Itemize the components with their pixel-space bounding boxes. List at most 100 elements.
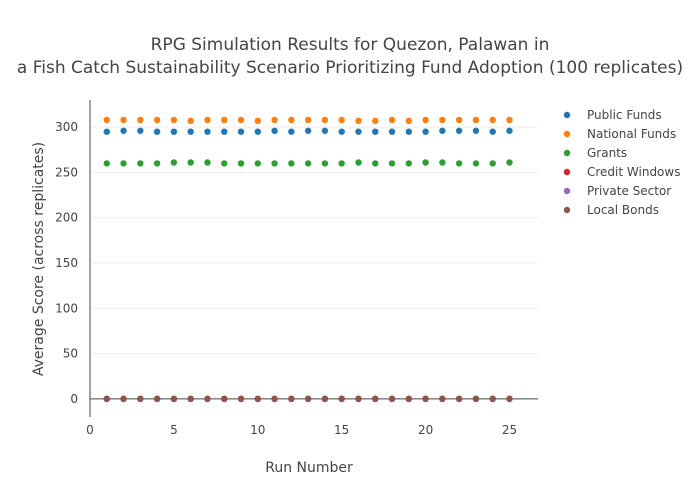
data-point-national-funds [137,116,144,124]
data-point-grants [355,159,362,166]
data-point-grants [120,160,127,167]
legend-marker-credit-windows [563,168,571,176]
data-point-public-funds [506,127,513,134]
axes-layer [89,100,538,417]
data-point-local-bonds [288,395,295,403]
data-point-local-bonds [221,395,228,403]
data-point-local-bonds [506,395,513,403]
data-point-grants [237,160,245,167]
legend-label-public-funds: Public Funds [587,108,662,122]
ticks-layer: 0 50 100 150 200 250 300 0 5 10 15 20 25 [55,120,517,437]
data-point-national-funds [170,116,178,124]
legend-label-private-sector: Private Sector [587,184,671,198]
data-point-national-funds [237,116,245,124]
data-point-national-funds [372,117,379,125]
data-point-local-bonds [153,395,161,403]
data-point-local-bonds [187,395,194,403]
legend-marker-grants [563,149,571,157]
data-point-grants [271,160,278,167]
data-point-national-funds [254,117,261,125]
data-point-public-funds [271,127,278,134]
data-point-public-funds [489,128,496,135]
x-axis-title: Run Number [265,460,353,476]
data-point-local-bonds [304,395,312,403]
data-point-public-funds [405,128,413,135]
data-point-grants [439,159,446,166]
data-point-public-funds [120,127,127,134]
data-point-local-bonds [204,395,211,403]
data-point-national-funds [153,116,161,124]
legend: Public Funds National Funds Grants Credit W… [563,108,680,217]
legend-marker-public-funds [563,111,571,119]
data-point-grants [338,160,345,167]
data-point-public-funds [338,128,345,135]
x-tick-label: 10 [250,423,265,437]
data-point-local-bonds [103,395,110,403]
data-point-public-funds [455,127,463,134]
data-point-national-funds [338,116,345,124]
data-point-national-funds [422,116,429,124]
data-point-local-bonds [405,395,413,403]
data-point-public-funds [321,127,329,134]
y-axis-title: Average Score (across replicates) [31,142,47,376]
data-point-national-funds [271,116,278,124]
data-point-public-funds [422,128,429,135]
data-point-national-funds [355,117,362,125]
data-point-national-funds [221,116,228,124]
y-tick-label: 250 [55,165,78,179]
data-point-grants [153,160,161,167]
x-tick-label: 0 [86,423,94,437]
data-point-local-bonds [489,395,496,403]
data-point-grants [489,160,496,167]
x-tick-label: 15 [334,423,349,437]
data-point-grants [137,160,144,167]
points-layer [103,116,513,403]
data-point-grants [103,160,110,167]
data-point-public-funds [153,128,161,135]
y-tick-label: 200 [55,211,78,225]
legend-marker-local-bonds [563,206,571,214]
data-point-public-funds [439,127,446,134]
data-point-public-funds [288,128,295,135]
data-point-public-funds [355,128,362,135]
data-point-local-bonds [338,395,345,403]
data-point-public-funds [187,128,194,135]
legend-label-grants: Grants [587,146,627,160]
data-point-national-funds [288,116,295,124]
legend-marker-private-sector [563,187,571,195]
data-point-grants [321,160,329,167]
grid-layer [90,126,538,355]
data-point-public-funds [170,128,178,135]
data-point-national-funds [472,116,480,124]
data-point-national-funds [405,117,413,125]
y-tick-label: 0 [70,392,78,406]
y-tick-label: 100 [55,301,78,315]
data-point-grants [304,160,312,167]
data-point-public-funds [388,128,396,135]
chart-title-line2: a Fish Catch Sustainability Scenario Pri… [17,58,683,78]
data-point-local-bonds [455,395,463,403]
data-point-national-funds [187,117,194,125]
data-point-grants [506,159,513,166]
data-point-grants [254,160,261,167]
data-point-public-funds [472,127,480,134]
data-point-local-bonds [120,395,127,403]
data-point-public-funds [103,128,110,135]
y-tick-label: 300 [55,120,78,134]
data-point-grants [422,159,429,166]
x-tick-label: 5 [170,423,178,437]
legend-label-credit-windows: Credit Windows [587,165,680,179]
data-point-national-funds [455,116,463,124]
y-tick-label: 50 [63,347,78,361]
data-point-grants [204,159,211,166]
data-point-grants [170,159,178,166]
data-point-local-bonds [439,395,446,403]
x-tick-label: 25 [502,423,517,437]
chart-title-line1: RPG Simulation Results for Quezon, Palaw… [151,35,550,55]
data-point-public-funds [137,127,144,134]
data-point-national-funds [506,116,513,124]
legend-marker-national-funds [563,130,571,138]
data-point-local-bonds [254,395,261,403]
data-point-grants [388,160,396,167]
